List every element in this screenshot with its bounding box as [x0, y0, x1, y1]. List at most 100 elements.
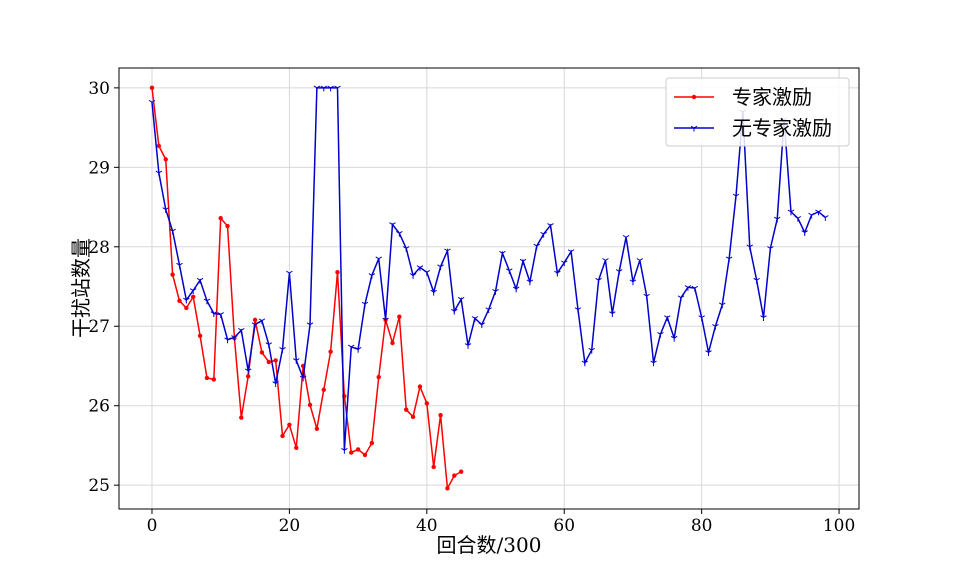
marker	[196, 277, 204, 284]
marker	[273, 358, 278, 363]
marker	[636, 258, 644, 264]
marker	[794, 215, 802, 222]
marker	[156, 143, 162, 149]
marker	[417, 384, 423, 389]
marker	[430, 289, 437, 296]
marker	[191, 294, 196, 300]
marker	[753, 277, 760, 284]
marker	[251, 322, 259, 329]
y-tick-label: 29	[88, 158, 110, 178]
x-tick-label: 80	[691, 516, 713, 536]
marker	[320, 85, 328, 92]
plot-frame	[118, 67, 860, 510]
marker	[375, 256, 382, 263]
marker	[712, 324, 719, 330]
marker	[203, 298, 211, 305]
line	[151, 87, 462, 491]
marker	[259, 350, 265, 355]
marker	[280, 433, 285, 439]
marker	[266, 359, 271, 365]
marker	[657, 331, 664, 338]
marker	[404, 407, 409, 412]
marker	[431, 464, 436, 470]
marker	[349, 450, 354, 455]
marker	[176, 262, 183, 269]
y-tick-label: 30	[88, 79, 110, 99]
marker	[719, 302, 726, 309]
marker	[293, 358, 300, 364]
marker	[458, 469, 464, 474]
marker	[822, 215, 829, 221]
marker	[629, 279, 637, 286]
marker	[533, 243, 541, 250]
marker	[163, 157, 168, 162]
marker	[397, 314, 402, 319]
marker	[313, 85, 321, 92]
marker	[567, 249, 575, 256]
marker	[224, 337, 231, 344]
legend-marker	[691, 94, 697, 100]
marker	[354, 347, 362, 353]
marker	[170, 272, 175, 277]
marker	[478, 322, 486, 329]
marker	[423, 269, 431, 276]
marker	[328, 349, 333, 354]
marker	[306, 322, 314, 329]
marker	[801, 230, 808, 236]
marker	[410, 414, 416, 420]
marker	[664, 315, 671, 322]
marker	[437, 264, 444, 271]
marker	[760, 315, 767, 322]
marker	[773, 216, 781, 223]
marker	[485, 307, 492, 314]
marker	[341, 447, 348, 454]
marker	[189, 288, 197, 294]
marker	[438, 413, 443, 418]
x-axis-label: 回合数/300	[437, 533, 542, 557]
marker	[327, 85, 334, 92]
marker	[361, 301, 369, 308]
marker	[519, 258, 527, 265]
marker	[815, 209, 822, 216]
marker	[169, 228, 176, 235]
marker	[225, 223, 230, 229]
marker	[162, 207, 169, 213]
marker	[622, 235, 630, 241]
marker	[643, 293, 650, 300]
series	[148, 85, 829, 454]
marker	[808, 212, 815, 219]
marker	[272, 381, 279, 387]
legend-label: 无专家激励	[732, 116, 832, 140]
marker	[184, 305, 189, 311]
marker	[445, 486, 450, 491]
marker	[471, 316, 479, 322]
marker	[526, 279, 534, 286]
marker	[258, 318, 266, 325]
marker	[211, 377, 217, 382]
marker	[705, 350, 712, 356]
marker	[376, 374, 381, 380]
marker	[547, 223, 554, 229]
marker	[279, 347, 286, 353]
marker	[452, 473, 457, 478]
marker	[149, 85, 155, 91]
marker	[595, 277, 602, 284]
marker	[245, 374, 251, 379]
marker	[670, 335, 678, 342]
marker	[602, 258, 609, 264]
marker	[574, 307, 582, 314]
y-tick-label: 25	[88, 476, 110, 496]
marker	[217, 312, 224, 318]
marker	[204, 375, 210, 381]
marker	[464, 343, 472, 349]
marker	[287, 422, 292, 427]
marker	[148, 99, 156, 106]
legend-marker	[690, 125, 698, 132]
marker	[307, 402, 313, 408]
marker	[244, 368, 252, 375]
marker	[355, 447, 361, 452]
x-tick-label: 0	[147, 516, 158, 536]
marker	[732, 193, 740, 200]
marker	[265, 342, 273, 349]
